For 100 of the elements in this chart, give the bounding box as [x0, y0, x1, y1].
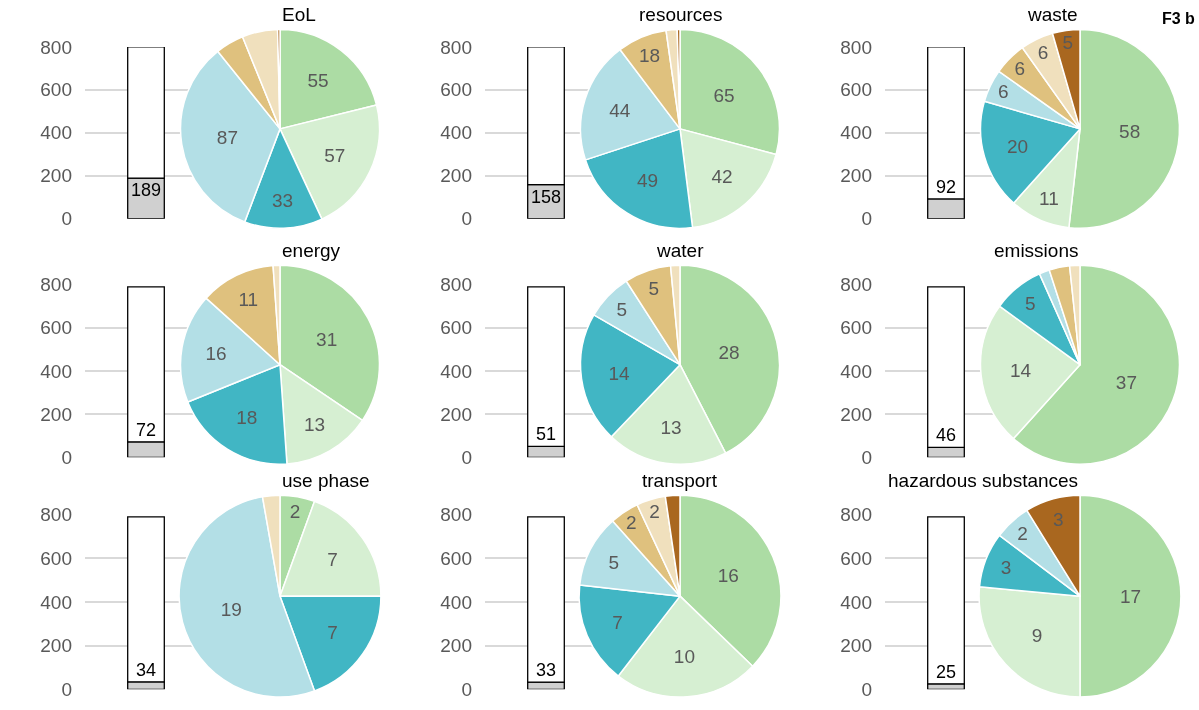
data-label: 10 [673, 646, 695, 667]
y-tick-label: 200 [440, 403, 472, 425]
y-tick-label: 800 [40, 274, 72, 296]
y-tick-label: 800 [40, 504, 72, 526]
data-label: 16 [717, 565, 739, 587]
data-label: 13 [660, 416, 682, 438]
data-label: 33 [272, 189, 294, 211]
chart-title: hazardous substances [888, 470, 1079, 491]
y-tick-label: 600 [840, 547, 872, 569]
y-tick-label: 400 [440, 591, 472, 613]
data-label: 14 [1009, 360, 1032, 382]
data-label: 65 [713, 84, 735, 106]
y-tick-label: 600 [40, 317, 72, 339]
data-label: 7 [327, 622, 338, 644]
y-tick-label: 800 [440, 274, 472, 296]
data-label: 5 [608, 551, 620, 573]
y-tick-label: 200 [440, 635, 472, 657]
y-tick-label: 800 [440, 36, 472, 58]
data-label: 6 [1037, 41, 1049, 63]
data-label: 13 [304, 414, 326, 436]
y-tick-label: 400 [440, 360, 472, 382]
y-tick-label: 200 [40, 165, 72, 187]
data-label: 33 [536, 660, 557, 680]
chart-title: emissions [994, 240, 1079, 261]
data-label: 16 [205, 342, 227, 364]
chart-title: energy [282, 240, 341, 261]
data-label: 11 [1038, 188, 1059, 210]
y-tick-label: 200 [40, 635, 72, 657]
y-tick-label: 400 [40, 591, 72, 613]
data-label: 31 [316, 329, 338, 351]
chart-title: use phase [282, 470, 370, 491]
y-tick-label: 400 [840, 122, 872, 144]
data-label: 5 [1062, 31, 1074, 53]
y-tick-label: 200 [840, 403, 872, 425]
y-tick-label: 800 [440, 504, 472, 526]
y-tick-label: 800 [840, 274, 872, 296]
y-tick-label: 0 [461, 447, 472, 469]
y-tick-label: 0 [61, 678, 72, 700]
chart-title: transport [642, 470, 718, 491]
data-label: 18 [236, 407, 258, 429]
data-label: 5 [648, 278, 659, 300]
y-tick-label: 0 [861, 208, 872, 230]
data-label: 7 [327, 548, 338, 570]
data-label: 158 [531, 187, 562, 207]
data-label: 42 [711, 166, 733, 188]
data-label: 19 [220, 598, 242, 620]
y-tick-label: 600 [40, 547, 72, 569]
data-label: 20 [1007, 136, 1029, 158]
y-tick-label: 400 [840, 360, 872, 382]
data-label: 6 [997, 81, 1009, 103]
data-label: 87 [216, 126, 238, 148]
chart-title: water [656, 240, 705, 261]
y-tick-label: 400 [40, 122, 72, 144]
y-tick-label: 800 [840, 36, 872, 58]
y-tick-label: 200 [840, 165, 872, 187]
data-label: 49 [636, 169, 659, 191]
data-label: 58 [1119, 121, 1141, 143]
y-tick-label: 200 [840, 635, 872, 657]
data-label: 92 [936, 177, 957, 197]
data-label: 3 [1053, 509, 1064, 531]
y-tick-label: 0 [861, 447, 872, 469]
y-tick-label: 600 [40, 79, 72, 101]
data-label: 189 [131, 180, 162, 200]
y-tick-label: 600 [840, 317, 872, 339]
y-tick-label: 600 [440, 79, 472, 101]
y-tick-label: 600 [440, 547, 472, 569]
data-label: 11 [238, 289, 259, 311]
data-label: 28 [718, 342, 740, 364]
data-label: 2 [289, 500, 301, 522]
y-tick-label: 400 [40, 360, 72, 382]
data-label: 14 [608, 362, 630, 384]
data-label: 5 [1024, 292, 1036, 314]
y-tick-label: 800 [840, 504, 872, 526]
y-tick-label: 200 [40, 403, 72, 425]
y-tick-label: 800 [40, 36, 72, 58]
y-tick-label: 200 [440, 165, 472, 187]
data-label: 7 [612, 612, 623, 634]
y-tick-label: 0 [461, 208, 472, 230]
data-label: 57 [324, 144, 346, 166]
y-tick-label: 0 [61, 208, 72, 230]
data-label: 72 [136, 420, 157, 440]
data-label: 9 [1031, 624, 1043, 646]
data-label: 44 [609, 99, 631, 121]
data-label: 17 [1119, 585, 1142, 607]
chart-title: waste [1027, 4, 1078, 25]
y-tick-label: 600 [840, 79, 872, 101]
data-label: 51 [536, 424, 557, 444]
y-tick-label: 0 [461, 678, 472, 700]
data-label: 2 [649, 501, 660, 523]
text: F3 b [1162, 10, 1196, 27]
y-tick-label: 600 [440, 317, 472, 339]
data-label: 25 [936, 662, 957, 682]
data-label: 3 [1000, 557, 1012, 579]
y-tick-label: 0 [861, 678, 872, 700]
data-label: 18 [638, 44, 661, 66]
data-label: 2 [626, 512, 637, 534]
data-label: 5 [616, 298, 628, 320]
data-label: 55 [307, 69, 329, 91]
data-label: 6 [1014, 58, 1026, 80]
chart-title: resources [639, 4, 723, 25]
